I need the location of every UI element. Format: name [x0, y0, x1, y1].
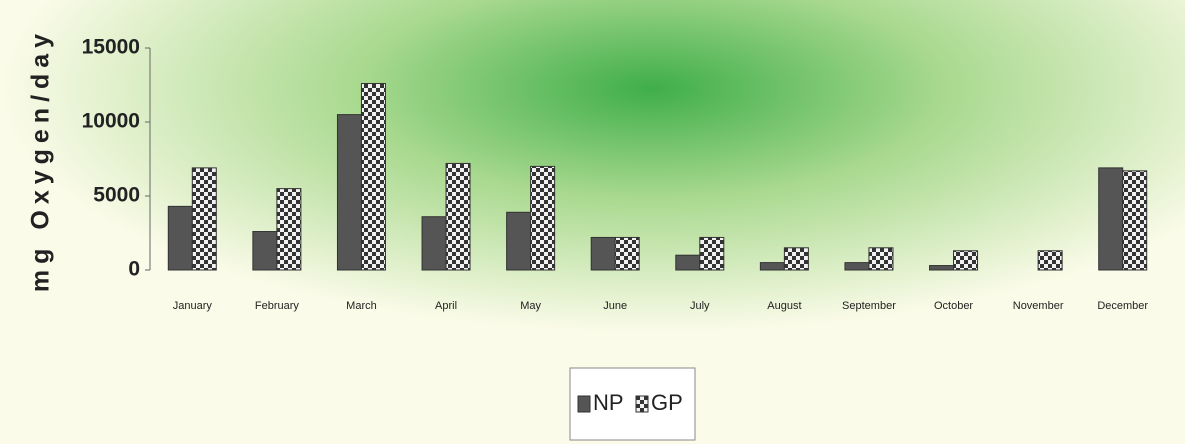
- bar: [506, 211, 532, 271]
- y-axis-title: mg Oxygen/day: [27, 28, 55, 292]
- y-tick-label: 5000: [93, 184, 140, 207]
- bar: [675, 254, 701, 271]
- bar: [445, 162, 471, 271]
- bar: [868, 247, 894, 271]
- bar: [783, 247, 809, 271]
- x-tick-label: March: [346, 300, 377, 312]
- x-tick-label: October: [934, 300, 973, 312]
- bar: [421, 216, 447, 271]
- legend-box: [569, 367, 696, 441]
- bar: [759, 262, 785, 271]
- bar: [1122, 170, 1148, 271]
- bar: [1098, 167, 1124, 271]
- y-tick-label: 15000: [82, 36, 140, 59]
- legend-swatch: [577, 395, 591, 413]
- bar: [844, 262, 870, 271]
- bar: [614, 236, 640, 271]
- legend-label: NP: [593, 390, 624, 415]
- y-tick-label: 0: [128, 258, 140, 281]
- bar: [1037, 250, 1063, 271]
- y-tick-label: 10000: [82, 110, 140, 133]
- x-tick-label: December: [1097, 300, 1148, 312]
- x-tick-label: September: [842, 300, 896, 312]
- legend-label: GP: [651, 390, 683, 415]
- bar: [336, 114, 362, 271]
- x-tick-label: August: [767, 300, 801, 312]
- bar: [276, 188, 302, 271]
- bar: [252, 231, 278, 271]
- x-tick-label: May: [520, 300, 541, 312]
- x-tick-label: July: [690, 300, 710, 312]
- bar: [167, 205, 193, 271]
- x-tick-label: January: [173, 300, 213, 312]
- x-tick-label: February: [255, 300, 300, 312]
- bar: [590, 236, 616, 271]
- bar: [953, 250, 979, 271]
- bar: [191, 167, 217, 271]
- x-tick-label: June: [603, 300, 627, 312]
- bar: [699, 236, 725, 271]
- bar: [360, 83, 386, 271]
- x-tick-label: April: [435, 300, 457, 312]
- x-tick-label: November: [1013, 300, 1064, 312]
- legend-swatch: [635, 395, 649, 413]
- bar: [530, 165, 556, 271]
- bar: [929, 265, 955, 271]
